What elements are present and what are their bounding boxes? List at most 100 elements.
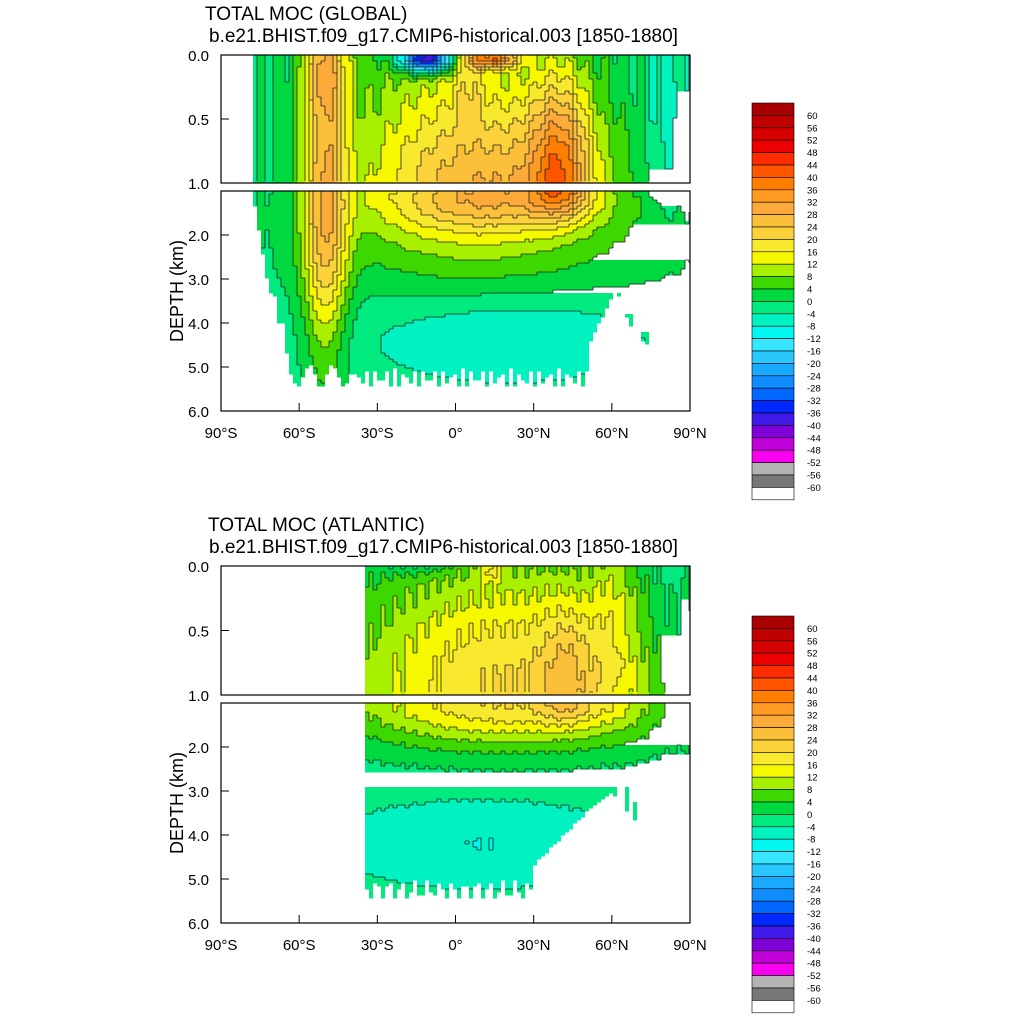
contour-cell bbox=[353, 257, 453, 261]
contour-cell bbox=[525, 154, 533, 158]
contour-cell bbox=[561, 590, 569, 594]
contour-cell bbox=[385, 221, 417, 225]
contour-cell bbox=[509, 88, 529, 92]
colorbar-label: 36 bbox=[807, 698, 818, 709]
contour-cell bbox=[597, 112, 601, 116]
contour-cell bbox=[437, 175, 473, 179]
contour-cell bbox=[669, 593, 677, 597]
contour-cell bbox=[649, 692, 665, 696]
contour-cell bbox=[341, 58, 349, 62]
contour-cell bbox=[545, 715, 549, 719]
contour-cell bbox=[393, 671, 401, 675]
contour-cell bbox=[313, 160, 317, 164]
contour-cell bbox=[505, 883, 513, 887]
contour-cell bbox=[273, 106, 293, 110]
colorbar-swatch bbox=[751, 752, 795, 766]
contour-cell bbox=[413, 650, 417, 654]
contour-cell bbox=[265, 112, 273, 116]
contour-cell bbox=[297, 100, 305, 104]
contour-cell bbox=[337, 320, 345, 324]
contour-cell bbox=[589, 191, 597, 195]
contour-cell bbox=[289, 76, 293, 80]
contour-cell bbox=[257, 145, 265, 149]
contour-cell bbox=[429, 151, 433, 155]
contour-cell bbox=[309, 209, 313, 213]
contour-cell bbox=[437, 569, 441, 573]
contour-cell bbox=[305, 221, 309, 225]
contour-cell bbox=[609, 142, 629, 146]
contour-cell bbox=[657, 109, 661, 113]
contour-cell bbox=[493, 889, 501, 893]
contour-cell bbox=[521, 230, 573, 234]
contour-cell bbox=[445, 895, 449, 899]
contour-cell bbox=[293, 127, 297, 131]
contour-line-set bbox=[365, 566, 690, 890]
contour-cell bbox=[557, 61, 565, 65]
contour-cell bbox=[569, 203, 573, 207]
contour-cell bbox=[393, 617, 429, 621]
contour-cell bbox=[261, 242, 265, 246]
contour-cell bbox=[341, 224, 345, 228]
contour-cell bbox=[625, 608, 637, 612]
contour-cell bbox=[389, 805, 393, 809]
contour-cell bbox=[593, 566, 601, 570]
contour-cell bbox=[357, 106, 365, 110]
contour-cell bbox=[605, 224, 633, 228]
contour-cell bbox=[485, 769, 493, 773]
contour-cell bbox=[669, 608, 677, 612]
contour-cell bbox=[269, 203, 293, 207]
contour-cell bbox=[301, 257, 305, 261]
contour-cell bbox=[345, 139, 353, 143]
contour-cell bbox=[481, 569, 489, 573]
contour-cell bbox=[349, 368, 393, 372]
contour-cell bbox=[609, 73, 629, 77]
contour-cell bbox=[293, 257, 301, 261]
contour-cell bbox=[405, 659, 433, 663]
contour-cell bbox=[301, 302, 309, 306]
contour-cell bbox=[585, 178, 589, 182]
contour-cell bbox=[297, 94, 305, 98]
contour-cell bbox=[533, 659, 553, 663]
contour-cell bbox=[365, 626, 369, 630]
contour-cell bbox=[593, 766, 601, 770]
contour-cell bbox=[401, 269, 557, 273]
contour-cell bbox=[641, 656, 645, 660]
contour-cell bbox=[609, 151, 629, 155]
contour-cell bbox=[405, 727, 445, 731]
contour-cell bbox=[493, 64, 497, 68]
colorbar-label: -52 bbox=[807, 458, 821, 469]
contour-cell bbox=[529, 197, 541, 201]
contour-cell bbox=[297, 194, 305, 198]
contour-cell bbox=[645, 115, 649, 119]
contour-cell bbox=[265, 148, 273, 152]
contour-cell bbox=[365, 742, 393, 746]
contour-cell bbox=[361, 269, 401, 273]
contour-cell bbox=[593, 169, 605, 173]
contour-cell bbox=[333, 109, 337, 113]
contour-cell bbox=[661, 100, 677, 104]
contour-cell bbox=[677, 632, 681, 636]
contour-cell bbox=[661, 578, 681, 582]
contour-cell bbox=[593, 218, 609, 222]
contour-cell bbox=[297, 166, 305, 170]
contour-cell bbox=[609, 97, 633, 101]
contour-cell bbox=[253, 79, 257, 83]
contour-cell bbox=[541, 374, 549, 378]
contour-cell bbox=[625, 623, 637, 627]
contour-cell bbox=[441, 736, 589, 740]
colorbar-label: -52 bbox=[807, 971, 821, 982]
contour-cell bbox=[293, 206, 297, 210]
contour-cell bbox=[593, 112, 597, 116]
contour-cell bbox=[337, 263, 341, 267]
contour-cell bbox=[309, 317, 317, 321]
contour-cell bbox=[509, 109, 529, 113]
contour-cell bbox=[409, 590, 417, 594]
contour-cell bbox=[489, 635, 493, 639]
contour-cell bbox=[353, 79, 357, 83]
contour-cell bbox=[257, 88, 265, 92]
contour-cell bbox=[569, 724, 573, 728]
contour-cell bbox=[597, 148, 609, 152]
contour-cell bbox=[265, 100, 273, 104]
contour-cell bbox=[441, 680, 481, 684]
contour-cell bbox=[393, 58, 397, 62]
